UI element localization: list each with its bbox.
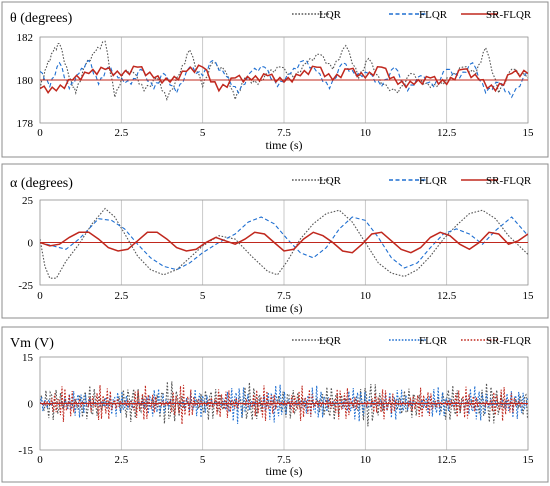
x-tick-label: 2.5 [114,454,128,466]
x-tick-label: 5 [200,454,206,466]
legend-label: LQR [319,335,342,347]
chart-title: θ (degrees) [10,11,73,26]
panel-frame [1,163,549,319]
x-tick-label: 10 [360,290,372,302]
plot-lines [40,207,528,279]
x-tick-label: 10 [360,127,372,139]
x-axis-label: time (s) [266,301,303,315]
series-line-flqr [40,59,528,99]
x-tick-label: 2.5 [114,127,128,139]
y-tick-label: 15 [22,352,34,364]
x-tick-label: 15 [523,454,535,466]
y-tick-label: 0 [28,238,34,250]
chart-panel-1: 0 2.5 5 7.5 10 12.5 15 178 180 182 θ (degrees) time… [1,1,549,158]
y-tick-label: 180 [17,75,34,87]
x-tick-label: 0 [37,127,43,139]
series-line-flqr [40,216,528,271]
x-tick-label: 12.5 [437,127,457,139]
x-tick-label: 12.5 [437,290,457,302]
y-tick-label: 178 [17,118,34,130]
x-tick-label: 5 [200,127,206,139]
x-axis-label: time (s) [266,464,303,478]
legend-label: SR-FLQR [486,9,532,21]
y-tick-label: -15 [18,445,33,457]
x-tick-label: 2.5 [114,290,128,302]
legend-label: FLQR [419,9,448,21]
x-tick-label: 0 [37,290,43,302]
chart-title: Vm (V) [10,336,54,351]
series-line-sr-flqr [40,64,528,95]
x-axis-label: time (s) [266,138,303,152]
chart-title: α (degrees) [10,176,73,191]
y-tick-label: 182 [17,32,34,44]
series-line-sr-flqr [40,384,528,425]
panel-frame [1,1,549,158]
legend-label: SR-FLQR [486,175,532,187]
y-tick-label: -25 [18,280,33,292]
x-tick-label: 7.5 [277,290,291,302]
panel-frame [1,326,549,483]
legend-label: SR-FLQR [486,335,532,347]
x-tick-label: 15 [523,290,535,302]
series-line-lqr [40,40,528,102]
plot-lines [40,40,528,102]
series-line-sr-flqr [40,231,528,254]
legend-label: FLQR [419,335,448,347]
x-tick-label: 0 [37,454,43,466]
x-tick-label: 12.5 [437,454,457,466]
y-tick-label: 0 [28,399,34,411]
y-tick-label: 25 [22,195,34,207]
chart-panel-2: 0 2.5 5 7.5 10 12.5 15 -25 0 25 α (degrees) time (s… [1,163,549,319]
x-tick-label: 7.5 [277,127,291,139]
legend-label: FLQR [419,175,448,187]
series-line-lqr [40,207,528,279]
x-tick-label: 5 [200,290,206,302]
legend-label: LQR [319,9,342,21]
x-tick-label: 15 [523,127,535,139]
x-tick-label: 7.5 [277,454,291,466]
legend-label: LQR [319,175,342,187]
plot-lines [40,381,528,427]
x-tick-label: 10 [360,454,372,466]
